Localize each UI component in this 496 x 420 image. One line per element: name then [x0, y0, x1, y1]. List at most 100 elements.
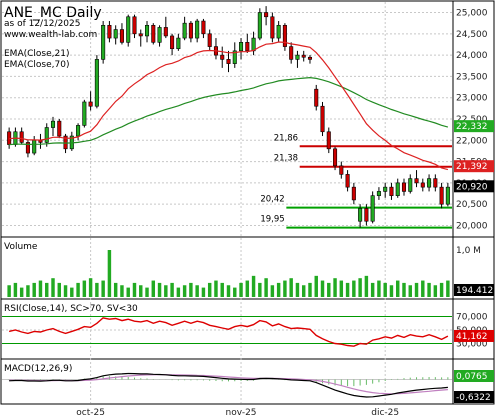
volume-bar [214, 280, 218, 297]
volume-bar [201, 287, 206, 297]
rsi-label: RSI(Close,14), SC>70, SV<30 [4, 304, 138, 314]
volume-bar [370, 282, 375, 297]
macd-signal-last-label: 0,0765 [456, 372, 488, 382]
level-label: 21,86 [274, 133, 298, 143]
candle-body [401, 182, 407, 192]
price-tick-label: 24,000 [456, 51, 488, 61]
support-resistance-levels: 21,86 21,38 20,42 19,95 [260, 133, 452, 229]
candle-body [395, 182, 400, 196]
candle-body [82, 101, 87, 126]
candle-body [101, 24, 106, 60]
volume-bar [408, 285, 412, 297]
volume-bar [389, 285, 394, 297]
candle-body [276, 24, 281, 39]
volume-bar [320, 280, 325, 297]
candle-body [433, 178, 438, 188]
rsi-last-label: 41,162 [456, 332, 488, 342]
candle-body [157, 27, 162, 43]
candle-body [63, 135, 68, 150]
rsi-lines [8, 317, 449, 347]
volume-bar [13, 282, 18, 297]
volume-bar [107, 250, 112, 297]
volume-bar [113, 282, 118, 297]
candle-body [76, 125, 81, 137]
last-close-label-box [454, 180, 494, 193]
volume-tick-label: 1,0 M [456, 246, 481, 256]
volume-bar [352, 280, 356, 297]
macd-label: MACD(12,26,9) [4, 364, 72, 374]
x-tick-label: oct-25 [76, 408, 105, 418]
price-tick-label: 23,500 [456, 72, 488, 82]
volume-bar [151, 280, 156, 297]
candle-body [295, 54, 300, 60]
volume-bar [76, 282, 80, 297]
volume-bar [120, 285, 124, 297]
candle-body [138, 33, 143, 37]
candle-body [126, 16, 131, 43]
candle-body [182, 22, 187, 39]
volume-bar [333, 278, 337, 297]
volume-bar [182, 285, 187, 297]
legend-ema70: EMA(Close,70) [4, 60, 69, 70]
candle-body [107, 24, 112, 39]
level-label: 19,95 [260, 215, 284, 225]
volume-bar [19, 287, 24, 297]
volume-bar [258, 282, 262, 297]
candle-body [170, 35, 175, 50]
volume-bar [339, 280, 344, 297]
candle-body [282, 24, 287, 47]
candle-body [19, 131, 24, 143]
candle-body [245, 42, 250, 52]
candle-body [257, 12, 262, 39]
candle-body [439, 186, 444, 205]
ema21-last-label-box [454, 160, 494, 173]
macd-last-label: -0,6322 [456, 393, 491, 403]
candle-body [333, 148, 338, 167]
volume-bar [157, 282, 162, 297]
volume-bar [314, 275, 318, 297]
volume-bar [145, 287, 149, 297]
candle-body [351, 186, 356, 201]
price-candles [7, 6, 450, 228]
volume-bar [414, 282, 419, 297]
volume-bar [364, 275, 369, 297]
macd-lines [8, 372, 449, 398]
ema70-last-label-box [454, 120, 494, 133]
volume-bar [270, 285, 275, 297]
volume-bar [95, 282, 99, 297]
watermark-text: www.wealth-lab.com [4, 30, 97, 40]
volume-bar [239, 282, 243, 297]
volume-bar [57, 282, 61, 297]
chart-subtitle: as of 12/12/2025 [4, 19, 80, 29]
level-label: 21,38 [274, 154, 298, 164]
volume-bar [289, 278, 293, 297]
candle-body [50, 120, 56, 128]
candle-body [389, 186, 394, 196]
candle-body [188, 22, 193, 39]
macd-line [9, 372, 448, 398]
candle-body [132, 16, 137, 35]
axis-ticks: oct-25nov-25dic-2520,00020,50021,00021,5… [76, 9, 494, 418]
candle-body [358, 208, 363, 222]
candle-body [113, 29, 118, 39]
volume-bar [433, 285, 438, 297]
volume-bar [139, 285, 143, 297]
volume-bar [45, 282, 49, 297]
volume-bar [70, 287, 74, 297]
candle-body [307, 56, 313, 60]
candle-body [445, 186, 450, 205]
price-tick-label: 25,000 [456, 9, 488, 19]
volume-bar [32, 282, 36, 297]
candle-body [408, 178, 413, 192]
candle-body [270, 16, 275, 39]
ema21-last-label: 21,392 [456, 162, 488, 172]
candle-body [144, 24, 150, 37]
candle-body [201, 20, 206, 35]
volume-bar [421, 280, 425, 297]
candle-body [320, 105, 325, 133]
volume-bar [345, 282, 350, 297]
volume-bar [327, 282, 331, 297]
last-close-label: 20,920 [456, 182, 488, 192]
price-tick-label: 24,500 [456, 30, 488, 40]
